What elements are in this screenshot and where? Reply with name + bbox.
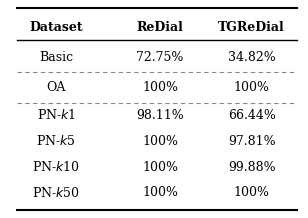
Text: PN-$k$50: PN-$k$50	[32, 186, 80, 200]
Text: 100%: 100%	[142, 135, 178, 148]
Text: 100%: 100%	[234, 81, 270, 94]
Text: 98.11%: 98.11%	[136, 109, 184, 122]
Text: 100%: 100%	[142, 161, 178, 174]
Text: Dataset: Dataset	[30, 21, 83, 34]
Text: PN-$k$10: PN-$k$10	[32, 160, 80, 174]
Text: 100%: 100%	[234, 186, 270, 199]
Text: 72.75%: 72.75%	[136, 51, 184, 64]
Text: 97.81%: 97.81%	[228, 135, 275, 148]
Text: 34.82%: 34.82%	[228, 51, 276, 64]
Text: 99.88%: 99.88%	[228, 161, 275, 174]
Text: TGReDial: TGReDial	[218, 21, 285, 34]
Text: 100%: 100%	[142, 186, 178, 199]
Text: 66.44%: 66.44%	[228, 109, 276, 122]
Text: Basic: Basic	[39, 51, 73, 64]
Text: ReDial: ReDial	[137, 21, 184, 34]
Text: OA: OA	[47, 81, 66, 94]
Text: 100%: 100%	[142, 81, 178, 94]
Text: PN-$k$5: PN-$k$5	[36, 134, 76, 148]
Text: PN-$k$1: PN-$k$1	[37, 109, 76, 123]
